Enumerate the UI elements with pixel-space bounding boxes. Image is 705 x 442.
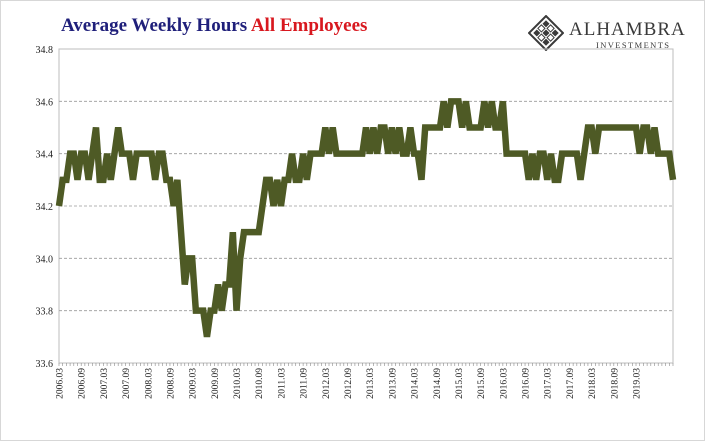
x-tick-label: 2006.03 <box>56 368 66 399</box>
x-tick-label: 2019.03 <box>633 368 643 399</box>
x-tick-label: 2007.09 <box>122 368 132 399</box>
x-tick-label: 2010.09 <box>255 368 265 399</box>
x-tick-label: 2009.09 <box>211 368 221 399</box>
x-tick-label: 2016.03 <box>499 368 509 399</box>
x-tick-label: 2018.03 <box>588 368 598 399</box>
x-tick-label: 2015.09 <box>477 368 487 399</box>
y-tick-label: 34.6 <box>36 97 54 108</box>
y-tick-label: 34.8 <box>36 45 54 56</box>
x-tick-label: 2010.03 <box>233 368 243 399</box>
logo-name: ALHAMBRA <box>569 19 686 40</box>
y-tick-label: 34.4 <box>36 150 54 161</box>
x-tick-label: 2007.03 <box>100 368 110 399</box>
chart-title: Average Weekly Hours All Employees <box>61 15 367 37</box>
x-tick-label: 2016.09 <box>522 368 532 399</box>
gridlines <box>58 48 674 364</box>
x-tick-label: 2008.03 <box>144 368 154 399</box>
x-tick-label: 2009.03 <box>189 368 199 399</box>
y-axis: 33.6 33.8 34.0 34.2 34.4 34.6 34.8 <box>36 45 54 370</box>
x-tick-label: 2012.03 <box>322 368 332 399</box>
y-tick-label: 33.6 <box>36 359 54 370</box>
x-tick-label: 2017.09 <box>566 368 576 399</box>
y-tick-label: 33.8 <box>36 307 54 318</box>
x-tick-label: 2018.09 <box>610 368 620 399</box>
x-tick-label: 2014.03 <box>411 368 421 399</box>
y-tick-label: 34.0 <box>36 254 54 265</box>
x-tick-label: 2017.03 <box>544 368 554 399</box>
alhambra-logo: ALHAMBRA INVESTMENTS <box>528 13 698 55</box>
series-line <box>55 98 677 338</box>
title-part-1: Average Weekly Hours <box>61 15 248 36</box>
title-part-2: All Employees <box>250 15 368 36</box>
x-tick-label: 2013.03 <box>366 368 376 399</box>
y-tick-label: 34.2 <box>36 202 54 213</box>
logo-subtitle: INVESTMENTS <box>596 40 671 50</box>
x-tick-label: 2013.09 <box>388 368 398 399</box>
series-group <box>55 98 677 338</box>
x-tick-label: 2008.09 <box>166 368 176 399</box>
x-tick-label: 2011.09 <box>300 368 310 399</box>
x-axis: 2006.03 2006.09 2007.03 2007.09 2008.03 2008.… <box>56 363 674 399</box>
x-tick-label: 2006.09 <box>78 368 88 399</box>
x-tick-label: 2011.03 <box>277 368 287 399</box>
x-tick-label: 2014.09 <box>433 368 443 399</box>
x-tick-label: 2012.09 <box>344 368 354 399</box>
diamond-lattice-icon <box>528 15 564 51</box>
x-tick-label: 2015.03 <box>455 368 465 399</box>
